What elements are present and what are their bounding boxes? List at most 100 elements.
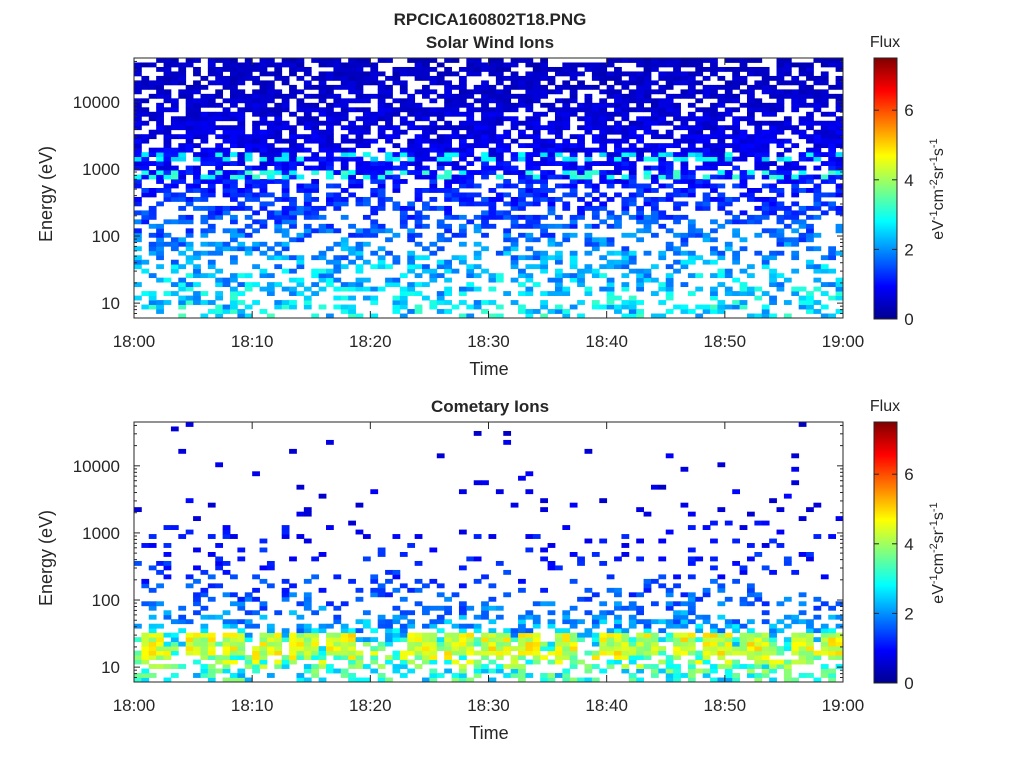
heatmap-cell xyxy=(436,237,445,243)
heatmap-cell xyxy=(746,147,755,153)
heatmap-cell xyxy=(503,98,512,104)
heatmap-cell xyxy=(451,214,460,220)
heatmap-cell xyxy=(266,560,275,566)
heatmap-cell xyxy=(252,282,260,288)
heatmap-cell xyxy=(658,147,667,153)
heatmap-cell xyxy=(614,264,622,270)
heatmap-cell xyxy=(266,632,275,638)
heatmap-cell xyxy=(185,89,194,95)
heatmap-cell xyxy=(569,264,578,270)
heatmap-cell xyxy=(717,138,726,144)
heatmap-cell xyxy=(311,228,320,234)
heatmap-cell xyxy=(193,102,201,108)
heatmap-cell xyxy=(769,282,777,288)
heatmap-cell xyxy=(333,102,342,108)
heatmap-cell xyxy=(621,655,630,660)
heatmap-cell xyxy=(414,664,423,669)
heatmap-cell xyxy=(274,147,283,153)
heatmap-cell xyxy=(828,174,837,180)
heatmap-cell xyxy=(673,246,681,252)
heatmap-cell xyxy=(488,107,497,113)
heatmap-cell xyxy=(776,152,785,158)
heatmap-cell xyxy=(481,170,489,175)
heatmap-cell xyxy=(244,138,253,144)
heatmap-cell xyxy=(525,650,534,656)
heatmap-cell xyxy=(658,152,667,158)
heatmap-cell xyxy=(643,84,652,90)
heatmap-cell xyxy=(614,165,622,171)
heatmap-cell xyxy=(791,174,800,180)
heatmap-cell xyxy=(414,156,423,162)
heatmap-cell xyxy=(340,138,349,144)
heatmap-cell xyxy=(281,179,290,184)
heatmap-cell xyxy=(695,286,704,292)
heatmap-cell xyxy=(746,102,755,108)
heatmap-cell xyxy=(458,134,467,140)
heatmap-cell xyxy=(584,183,593,189)
heatmap-cell xyxy=(222,650,231,656)
heatmap-cell xyxy=(724,619,733,625)
heatmap-cell xyxy=(193,188,201,193)
heatmap-cell xyxy=(222,668,231,674)
heatmap-cell xyxy=(503,179,512,184)
heatmap-cell xyxy=(444,641,452,647)
heatmap-cell xyxy=(422,75,430,81)
heatmap-cell xyxy=(134,623,142,629)
heatmap-cell xyxy=(429,75,438,81)
heatmap-cell xyxy=(237,282,246,288)
heatmap-cell xyxy=(636,610,644,616)
heatmap-cell xyxy=(554,282,563,288)
heatmap-cell xyxy=(444,71,452,77)
heatmap-cell xyxy=(281,75,290,81)
heatmap-cell xyxy=(739,116,748,122)
heatmap-cell xyxy=(746,511,755,517)
heatmap-cell xyxy=(569,250,578,256)
heatmap-cell xyxy=(407,668,416,674)
heatmap-cell xyxy=(599,107,608,113)
heatmap-cell xyxy=(835,165,844,171)
heatmap-cell xyxy=(732,232,741,238)
heatmap-cell xyxy=(222,138,231,144)
heatmap-cell xyxy=(665,309,674,314)
heatmap-cell xyxy=(178,205,187,211)
heatmap-cell xyxy=(702,165,711,171)
heatmap-cell xyxy=(318,138,327,144)
heatmap-cell xyxy=(178,628,187,634)
heatmap-cell xyxy=(407,291,416,296)
heatmap-cell xyxy=(193,156,201,162)
heatmap-cell xyxy=(503,116,512,122)
heatmap-cell xyxy=(488,646,497,652)
heatmap-cell xyxy=(134,210,142,216)
heatmap-cell xyxy=(348,286,356,292)
heatmap-cell xyxy=(200,241,209,247)
heatmap-cell xyxy=(163,543,172,548)
heatmap-cell xyxy=(466,646,475,652)
heatmap-cell xyxy=(798,223,807,229)
heatmap-cell xyxy=(518,623,526,629)
heatmap-cell xyxy=(554,125,563,131)
heatmap-cell xyxy=(274,664,283,669)
heatmap-cell xyxy=(702,637,711,643)
heatmap-cell xyxy=(761,650,770,656)
heatmap-cell xyxy=(569,223,578,229)
heatmap-cell xyxy=(163,650,172,656)
heatmap-cell xyxy=(200,120,209,126)
heatmap-cell xyxy=(318,93,327,99)
heatmap-cell xyxy=(207,641,216,647)
heatmap-cell xyxy=(761,291,770,296)
heatmap-cell xyxy=(798,304,807,310)
heatmap-cell xyxy=(717,255,726,261)
heatmap-cell xyxy=(252,210,260,216)
heatmap-cell xyxy=(148,623,157,629)
heatmap-cell xyxy=(473,534,482,539)
heatmap-cell xyxy=(436,188,445,193)
heatmap-cell xyxy=(481,232,489,238)
heatmap-cell xyxy=(170,102,179,108)
heatmap-cell xyxy=(621,250,630,256)
heatmap-cell xyxy=(207,179,216,184)
heatmap-cell xyxy=(141,304,150,310)
heatmap-cell xyxy=(835,250,844,256)
heatmap-cell xyxy=(650,291,659,296)
heatmap-cell xyxy=(628,179,637,184)
heatmap-cell xyxy=(503,134,512,140)
